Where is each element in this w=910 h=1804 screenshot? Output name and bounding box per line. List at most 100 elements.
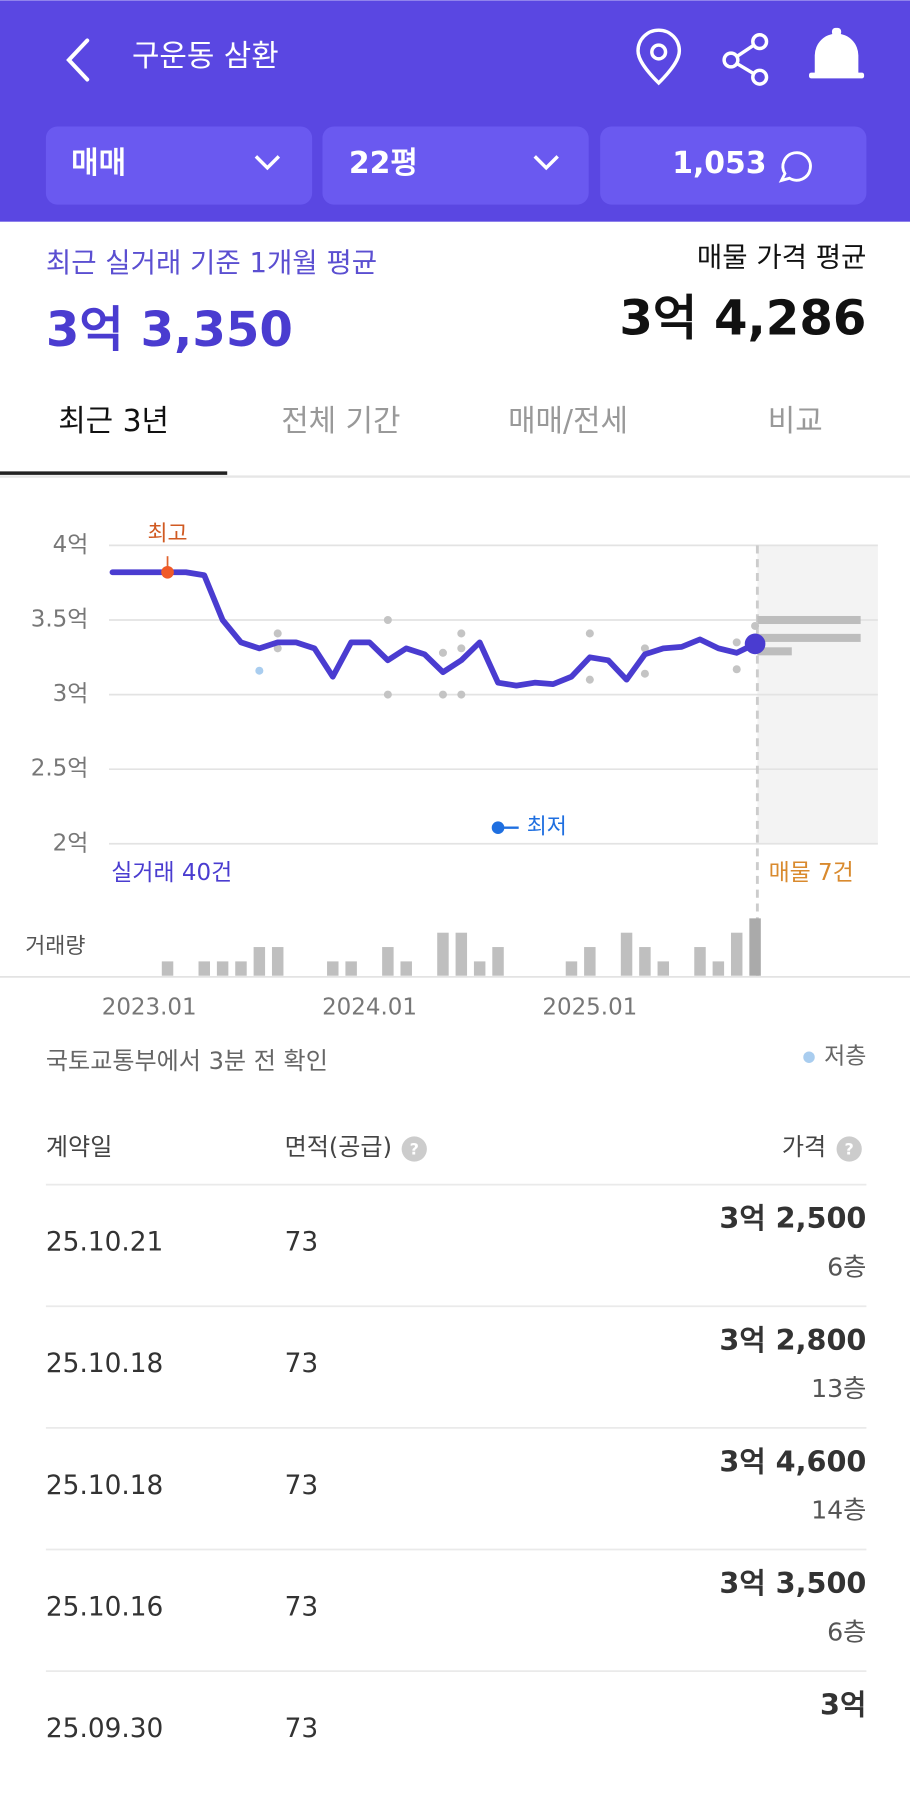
help-glyph: ? xyxy=(845,1140,854,1159)
listing-bar xyxy=(757,615,861,625)
volume-bar xyxy=(712,961,725,976)
comment-icon xyxy=(778,151,812,183)
volume-bar xyxy=(657,961,670,976)
volume-bar xyxy=(584,947,596,976)
trade-dot xyxy=(273,644,282,653)
filter-label: 1,053 xyxy=(672,146,766,181)
x-tick-label: 2024.01 xyxy=(322,994,417,1020)
filter-label: 매매 xyxy=(71,146,126,181)
listing-count: 매물 7건 xyxy=(769,860,854,886)
deal-date: 25.10.18 xyxy=(46,1349,163,1379)
tab[interactable]: 최근 3년 xyxy=(58,404,169,439)
deal-date: 25.10.18 xyxy=(46,1471,163,1501)
trade-dot xyxy=(457,690,466,699)
filter-size[interactable] xyxy=(322,126,589,205)
deal-floor: 6층 xyxy=(827,1252,866,1281)
filter-deal[interactable] xyxy=(45,126,313,205)
volume-label: 거래량 xyxy=(25,934,85,959)
back-button[interactable] xyxy=(66,38,90,82)
deal-price: 3억 3,500 xyxy=(719,1566,866,1600)
trade-count: 실거래 40건 xyxy=(111,860,232,886)
deal-area: 73 xyxy=(285,1349,319,1379)
volume-bar xyxy=(473,961,486,976)
y-tick-label: 2.5억 xyxy=(31,756,89,782)
help-icon[interactable] xyxy=(401,1136,427,1162)
listing-value: 3억 4,286 xyxy=(619,291,866,347)
filter-comments[interactable] xyxy=(600,126,867,205)
high-dot xyxy=(161,565,174,579)
tab[interactable]: 비교 xyxy=(768,404,823,439)
deal-area: 73 xyxy=(285,1593,319,1623)
trade-dot xyxy=(438,648,447,657)
volume-bar xyxy=(400,961,412,976)
trade-dot xyxy=(640,644,649,653)
volume-bar xyxy=(437,932,449,976)
volume-bar xyxy=(382,947,394,976)
volume-bar xyxy=(271,947,284,976)
trade-dot xyxy=(273,629,282,638)
chevron xyxy=(254,155,281,171)
volume-bar xyxy=(455,932,468,976)
deal-date: 25.10.16 xyxy=(46,1593,163,1623)
trade-dot xyxy=(732,665,741,674)
volume-bar xyxy=(492,947,504,976)
volume-bar xyxy=(639,947,651,976)
location-icon[interactable] xyxy=(636,28,682,86)
recent-label: 최근 실거래 기준 1개월 평균 xyxy=(46,247,377,279)
trade-dot xyxy=(383,615,392,625)
volume-bar xyxy=(620,932,633,976)
trade-dot xyxy=(457,644,466,653)
volume-bar xyxy=(235,961,247,976)
source-note: 국토교통부에서 3분 전 확인 xyxy=(46,1047,328,1075)
y-tick-label: 3억 xyxy=(53,681,89,707)
deal-area: 73 xyxy=(285,1714,319,1744)
share-icon[interactable] xyxy=(722,33,769,86)
recent-value: 3억 3,350 xyxy=(46,302,293,358)
trade-dot xyxy=(585,675,594,684)
deal-area: 73 xyxy=(285,1228,319,1258)
deal-floor: 6층 xyxy=(827,1617,866,1646)
y-tick-label: 2억 xyxy=(53,830,89,856)
deal-floor: 14층 xyxy=(811,1496,866,1525)
trade-dot xyxy=(383,690,392,699)
legend-label: 저층 xyxy=(824,1044,866,1070)
deal-date: 25.09.30 xyxy=(46,1714,163,1744)
notification-icon[interactable] xyxy=(809,27,865,79)
deal-date: 25.10.21 xyxy=(46,1228,163,1258)
listing-label: 매물 가격 평균 xyxy=(697,242,866,274)
x-tick-label: 2025.01 xyxy=(542,994,637,1020)
volume-bar xyxy=(730,932,743,976)
trade-dot xyxy=(457,629,466,638)
trade-dot xyxy=(438,690,447,699)
volume-bar xyxy=(216,961,229,976)
y-tick-label: 3.5억 xyxy=(31,607,89,633)
volume-bar xyxy=(345,961,357,976)
volume-bar xyxy=(749,918,761,976)
listing-bar xyxy=(757,647,792,656)
low-floor-dot xyxy=(255,666,264,675)
high-label: 최고 xyxy=(147,521,187,546)
trade-dot xyxy=(751,621,760,630)
deal-price: 3억 xyxy=(820,1688,866,1722)
help-icon[interactable] xyxy=(836,1136,862,1162)
volume-bar xyxy=(198,961,210,976)
column-header: 가격 xyxy=(782,1133,826,1161)
latest-dot xyxy=(744,633,766,655)
help-glyph: ? xyxy=(410,1140,419,1159)
volume-bar xyxy=(565,961,578,976)
tab[interactable]: 전체 기간 xyxy=(281,404,400,439)
tab[interactable]: 매매/전세 xyxy=(508,404,628,439)
price-line xyxy=(109,569,758,689)
chevron xyxy=(533,155,559,171)
trade-dot xyxy=(640,669,649,678)
column-header: 면적(공급) xyxy=(285,1133,392,1161)
low-label: 최저 xyxy=(527,815,567,840)
deal-price: 3억 2,800 xyxy=(719,1323,866,1357)
trade-dot xyxy=(585,629,594,638)
legend-dot xyxy=(803,1051,815,1063)
deal-price: 3억 2,500 xyxy=(719,1201,866,1235)
page-title: 구운동 삼환 xyxy=(132,39,279,74)
volume-bar xyxy=(161,961,174,976)
